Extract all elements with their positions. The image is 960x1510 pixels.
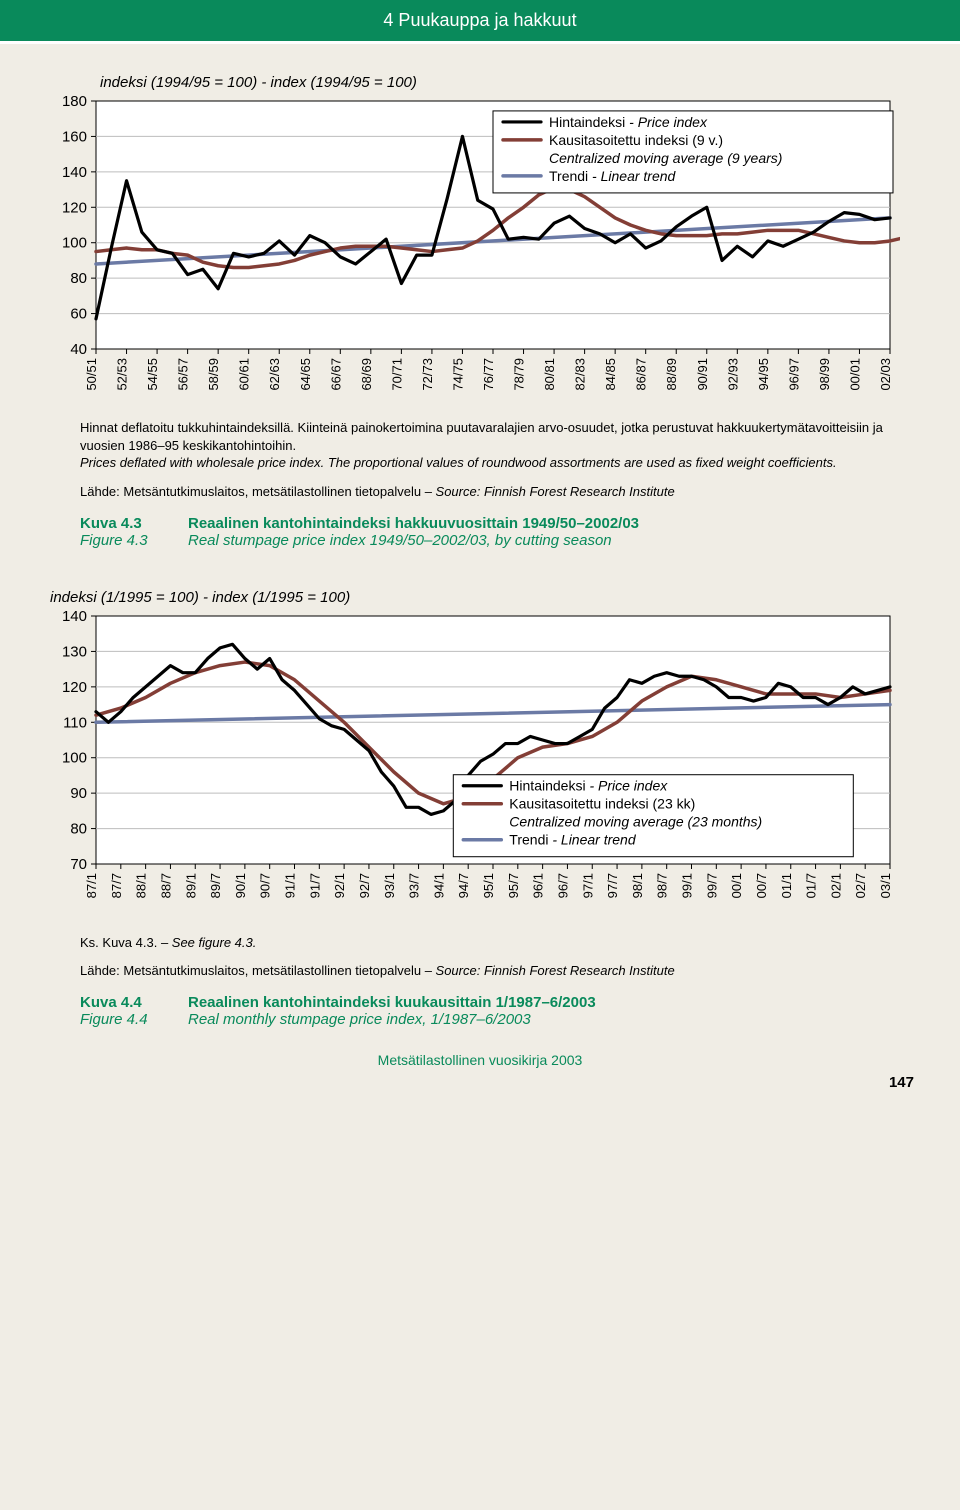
svg-text:60/61: 60/61: [237, 358, 252, 391]
svg-text:88/7: 88/7: [158, 873, 173, 898]
svg-text:80: 80: [70, 270, 87, 287]
svg-text:94/1: 94/1: [431, 873, 446, 898]
svg-text:92/1: 92/1: [332, 873, 347, 898]
svg-text:120: 120: [62, 199, 87, 216]
svg-text:00/01: 00/01: [847, 358, 862, 391]
svg-text:160: 160: [62, 128, 87, 145]
chart2-caption: Kuva 4.4Reaalinen kantohintaindeksi kuuk…: [80, 994, 920, 1028]
svg-text:80: 80: [70, 820, 87, 837]
svg-text:87/7: 87/7: [109, 873, 124, 898]
svg-text:68/69: 68/69: [359, 358, 374, 391]
svg-text:93/1: 93/1: [382, 873, 397, 898]
chart2: 70 80 90 100 110 120 130 140 87/1 87/7 88/1 88/7 89/…: [40, 610, 920, 920]
svg-text:86/87: 86/87: [634, 358, 649, 391]
svg-text:110: 110: [63, 714, 87, 731]
svg-text:94/7: 94/7: [456, 873, 471, 898]
svg-text:97/7: 97/7: [605, 873, 620, 898]
svg-text:180: 180: [62, 95, 87, 110]
svg-text:60: 60: [70, 306, 87, 323]
svg-text:100: 100: [62, 235, 87, 252]
svg-text:140: 140: [62, 610, 87, 625]
svg-text:56/57: 56/57: [176, 358, 191, 391]
svg-text:97/1: 97/1: [580, 873, 595, 898]
chart2-note: Ks. Kuva 4.3. – See figure 4.3.: [80, 934, 920, 952]
svg-text:62/63: 62/63: [267, 358, 282, 391]
svg-text:Hintaindeksi - Price index: Hintaindeksi - Price index: [549, 114, 708, 130]
svg-text:80/81: 80/81: [542, 358, 557, 391]
svg-text:93/7: 93/7: [407, 873, 422, 898]
page-header: 4 Puukauppa ja hakkuut: [0, 0, 960, 44]
svg-text:100: 100: [62, 749, 87, 766]
svg-text:64/65: 64/65: [298, 358, 313, 391]
svg-text:00/1: 00/1: [729, 873, 744, 898]
page-title: 4 Puukauppa ja hakkuut: [383, 10, 576, 30]
svg-text:96/97: 96/97: [786, 358, 801, 391]
svg-text:00/7: 00/7: [754, 873, 769, 898]
chart2-source: Lähde: Metsäntutkimuslaitos, metsätilast…: [80, 963, 920, 978]
svg-text:96/7: 96/7: [555, 873, 570, 898]
chart1-super: indeksi (1994/95 = 100) - index (1994/95…: [100, 74, 920, 91]
svg-text:96/1: 96/1: [531, 873, 546, 898]
chart1-note: Hinnat deflatoitu tukkuhintaindeksillä. …: [80, 419, 920, 472]
svg-text:70/71: 70/71: [389, 358, 404, 391]
svg-text:Kausitasoitettu indeksi (23 kk: Kausitasoitettu indeksi (23 kk): [509, 795, 695, 811]
svg-text:95/7: 95/7: [506, 873, 521, 898]
svg-text:72/73: 72/73: [420, 358, 435, 391]
svg-text:91/7: 91/7: [307, 873, 322, 898]
svg-text:88/1: 88/1: [134, 873, 149, 898]
svg-text:58/59: 58/59: [206, 358, 221, 391]
svg-text:84/85: 84/85: [603, 358, 618, 391]
svg-text:74/75: 74/75: [450, 358, 465, 391]
svg-text:90/91: 90/91: [695, 358, 710, 391]
svg-text:92/93: 92/93: [725, 358, 740, 391]
svg-text:70: 70: [70, 856, 87, 873]
svg-text:89/1: 89/1: [183, 873, 198, 898]
svg-text:02/03: 02/03: [878, 358, 893, 391]
chart1-caption: Kuva 4.3Reaalinen kantohintaindeksi hakk…: [80, 515, 920, 549]
svg-text:01/7: 01/7: [804, 873, 819, 898]
svg-text:03/1: 03/1: [878, 873, 893, 898]
svg-text:76/77: 76/77: [481, 358, 496, 391]
chart1-source: Lähde: Metsäntutkimuslaitos, metsätilast…: [80, 484, 920, 499]
svg-text:130: 130: [62, 643, 87, 660]
svg-text:140: 140: [62, 164, 87, 181]
svg-text:98/99: 98/99: [817, 358, 832, 391]
svg-text:88/89: 88/89: [664, 358, 679, 391]
footer: Metsätilastollinen vuosikirja 2003: [40, 1028, 920, 1074]
svg-text:02/7: 02/7: [853, 873, 868, 898]
svg-text:99/1: 99/1: [680, 873, 695, 898]
svg-text:94/95: 94/95: [756, 358, 771, 391]
svg-text:90/1: 90/1: [233, 873, 248, 898]
svg-text:01/1: 01/1: [779, 873, 794, 898]
svg-text:Centralized moving average (23: Centralized moving average (23 months): [509, 813, 762, 829]
svg-text:98/7: 98/7: [655, 873, 670, 898]
svg-text:91/1: 91/1: [283, 873, 298, 898]
svg-text:40: 40: [70, 341, 87, 358]
svg-text:89/7: 89/7: [208, 873, 223, 898]
svg-text:87/1: 87/1: [84, 873, 99, 898]
svg-text:90: 90: [70, 785, 87, 802]
svg-text:90/7: 90/7: [258, 873, 273, 898]
svg-text:Centralized moving average (9: Centralized moving average (9 years): [549, 150, 782, 166]
svg-text:Hintaindeksi - Price index: Hintaindeksi - Price index: [509, 777, 668, 793]
svg-text:82/83: 82/83: [573, 358, 588, 391]
svg-text:Kausitasoitettu indeksi (9 v.): Kausitasoitettu indeksi (9 v.): [549, 132, 723, 148]
page-number: 147: [40, 1074, 920, 1091]
svg-text:92/7: 92/7: [357, 873, 372, 898]
svg-text:78/79: 78/79: [512, 358, 527, 391]
svg-text:54/55: 54/55: [145, 358, 160, 391]
chart1: 40 60 80 100 120 140 160 180 50/51 52/53 54/55 56/5…: [40, 95, 920, 405]
svg-text:98/1: 98/1: [630, 873, 645, 898]
svg-text:95/1: 95/1: [481, 873, 496, 898]
svg-text:Trendi - Linear trend: Trendi - Linear trend: [549, 168, 677, 184]
chart2-super: indeksi (1/1995 = 100) - index (1/1995 =…: [50, 589, 920, 606]
svg-text:120: 120: [62, 678, 87, 695]
svg-text:50/51: 50/51: [84, 358, 99, 391]
svg-text:99/7: 99/7: [704, 873, 719, 898]
svg-text:02/1: 02/1: [828, 873, 843, 898]
svg-text:Trendi - Linear trend: Trendi - Linear trend: [509, 831, 637, 847]
svg-text:52/53: 52/53: [115, 358, 130, 391]
svg-text:66/67: 66/67: [328, 358, 343, 391]
